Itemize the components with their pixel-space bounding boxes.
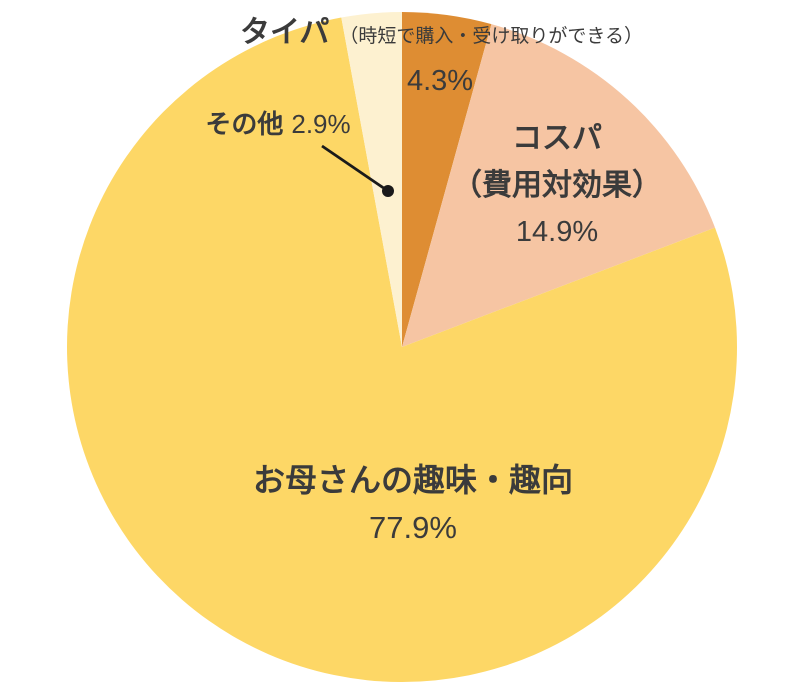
cospa-percent: 14.9% [515,216,599,248]
cospa-name: コスパ [512,122,602,155]
pie-slice-cospa [402,24,715,348]
label-cospa: コスパ （費用対効果） 14.9% [445,115,669,256]
label-taipa: タイパ （時短で購入・受け取りができる） 4.3% [240,14,644,97]
label-other: その他 2.9% [182,109,374,139]
mom-taste-name: お母さんの趣味・趣向 [252,462,573,498]
leader-line [321,144,389,193]
cospa-name-line2: （費用対効果） [452,169,662,202]
other-name: その他 [205,109,284,139]
pie-slice-taipa [402,11,492,347]
pie-slice-mom-taste [67,17,738,683]
label-mom-taste: お母さんの趣味・趣向 77.9% [213,456,613,552]
taipa-note: （時短で購入・受け取りができる） [339,26,644,47]
taipa-name: タイパ [240,16,330,49]
other-percent: 2.9% [291,109,351,139]
label-taipa-line1: タイパ （時短で購入・受け取りができる） [240,14,644,57]
mom-taste-percent: 77.9% [369,510,457,545]
other-leader [321,144,394,197]
leader-dot [382,185,394,197]
pie-slices [67,11,738,683]
taipa-percent: 4.3% [406,65,474,97]
